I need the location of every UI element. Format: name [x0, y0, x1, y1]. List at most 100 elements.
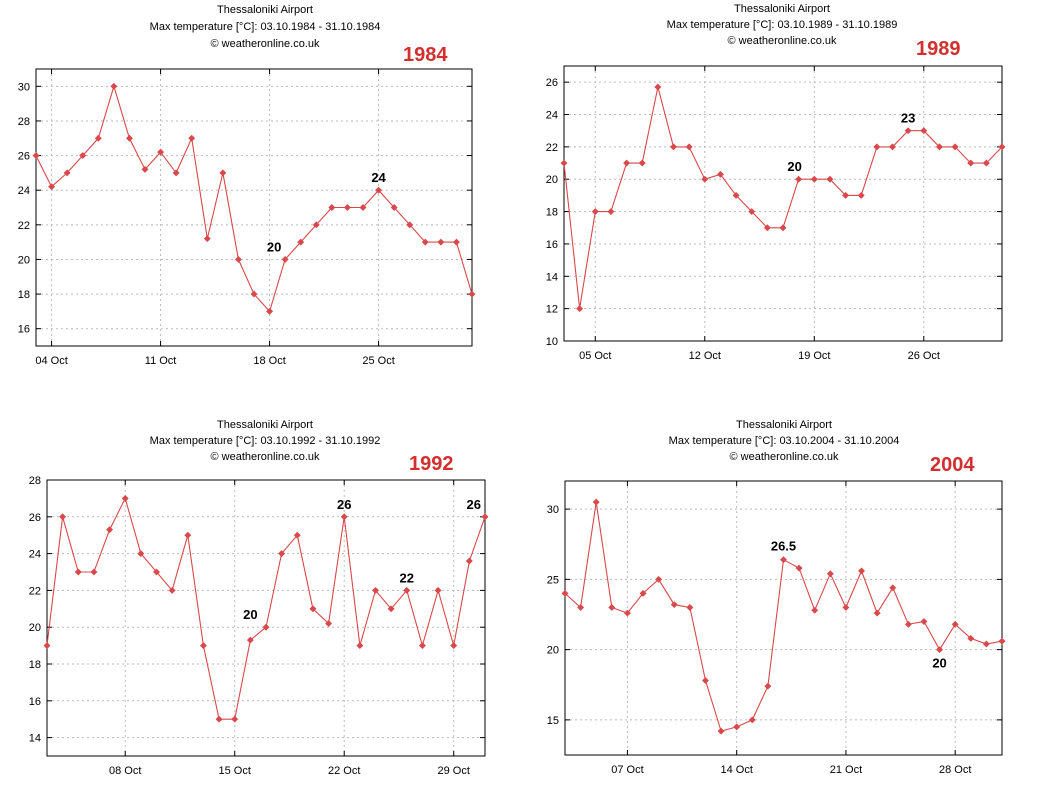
data-point [293, 531, 301, 539]
data-point [468, 290, 476, 298]
data-point [281, 255, 289, 263]
data-point [701, 175, 709, 183]
data-point [219, 169, 227, 177]
y-tick-label: 24 [18, 185, 30, 197]
data-point [857, 567, 866, 575]
data-point [904, 127, 912, 135]
x-tick-label: 25 Oct [362, 355, 394, 367]
chart-panel-1984: Thessaloniki Airport Max temperature [°C… [0, 0, 520, 390]
data-point [406, 221, 414, 229]
data-point [810, 175, 818, 183]
data-point [450, 642, 458, 650]
chart-subtitle: Max temperature [°C]: 03.10.1984 - 31.10… [149, 21, 381, 33]
x-tick-label: 14 Oct [720, 764, 752, 776]
y-tick-label: 22 [18, 220, 30, 232]
plot-frame [563, 65, 1003, 342]
y-tick-label: 24 [546, 110, 558, 122]
data-point [748, 208, 756, 216]
data-point [655, 575, 663, 583]
chart-title-station: Thessaloniki Airport [217, 419, 313, 431]
chart-panel-1989: Thessaloniki Airport Max temperature [°C… [520, 0, 1047, 390]
data-point [779, 224, 787, 232]
y-tick-label: 14 [29, 733, 41, 745]
x-tick-label: 15 Oct [219, 765, 251, 777]
plot-frame [564, 480, 1003, 756]
data-point [250, 290, 258, 298]
data-point [168, 586, 176, 594]
chart-title-station: Thessaloniki Airport [736, 419, 832, 431]
year-label: 1989 [916, 38, 961, 60]
data-point [764, 682, 772, 690]
value-annotation: 23 [901, 111, 915, 126]
data-point [748, 716, 756, 724]
data-point [623, 609, 631, 617]
y-tick-label: 20 [29, 622, 41, 634]
value-annotation: 26.5 [771, 538, 796, 553]
y-tick-label: 30 [547, 504, 559, 516]
data-point [94, 134, 102, 142]
data-point [763, 224, 771, 232]
data-point [63, 169, 71, 177]
y-tick-label: 10 [546, 336, 558, 348]
x-tick-label: 21 Oct [830, 764, 862, 776]
series-line [563, 86, 1003, 309]
series-line [564, 502, 1003, 732]
data-point [888, 143, 897, 151]
data-point [826, 570, 834, 578]
data-point [79, 152, 87, 160]
plot-frame [46, 479, 486, 757]
data-point [967, 634, 975, 642]
data-point [152, 568, 161, 576]
chart-source: © weatheronline.co.uk [729, 451, 839, 463]
data-point [920, 617, 928, 626]
chart-source: © weatheronline.co.uk [210, 451, 320, 463]
chart-source: © weatheronline.co.uk [210, 38, 320, 50]
data-point [607, 208, 615, 216]
line-chart-1992: 14 16 18 20 22 24 26 28 08 Oct 15 Oct 22 Oct 29 Oct… [29, 475, 489, 777]
y-tick-label: 20 [546, 174, 558, 186]
data-point [309, 605, 317, 613]
data-point [608, 603, 616, 612]
y-tick-label: 20 [547, 645, 559, 657]
data-point [639, 589, 647, 597]
data-point [873, 609, 881, 617]
data-point [141, 165, 149, 173]
data-point [481, 513, 489, 521]
data-point [188, 134, 196, 142]
data-point [686, 603, 694, 612]
data-point [779, 556, 788, 564]
y-tick-label: 12 [546, 304, 558, 316]
data-point [434, 586, 442, 594]
x-tick-label: 05 Oct [579, 350, 611, 362]
data-point [795, 564, 803, 572]
line-chart-1989: 10 12 14 16 18 20 22 24 26 05 Oct 12 Oct 19 Oct 26 O… [546, 65, 1006, 362]
y-tick-label: 16 [29, 696, 41, 708]
x-tick-label: 18 Oct [253, 355, 285, 367]
data-point [638, 159, 646, 167]
data-point [951, 620, 959, 628]
data-point [325, 619, 333, 628]
data-point [375, 186, 383, 194]
data-point [184, 531, 192, 539]
data-point [343, 203, 351, 212]
x-tick-label: 08 Oct [109, 765, 141, 777]
y-tick-label: 18 [18, 289, 30, 301]
value-annotation: 24 [371, 170, 386, 185]
data-point [998, 637, 1006, 645]
data-point [998, 143, 1006, 151]
data-point [685, 143, 693, 151]
data-point [732, 191, 740, 199]
chart-title-station: Thessaloniki Airport [734, 3, 830, 15]
year-label: 2004 [930, 454, 975, 476]
x-tick-label: 11 Oct [145, 355, 177, 367]
data-point [387, 605, 395, 613]
x-tick-label: 19 Oct [798, 350, 830, 362]
data-point [312, 221, 320, 229]
y-tick-label: 30 [18, 81, 30, 93]
x-tick-label: 12 Oct [689, 350, 721, 362]
data-point [842, 603, 850, 612]
data-point [199, 642, 207, 650]
value-annotation: 26 [337, 497, 351, 512]
y-tick-label: 25 [547, 574, 559, 586]
data-point [297, 238, 305, 246]
